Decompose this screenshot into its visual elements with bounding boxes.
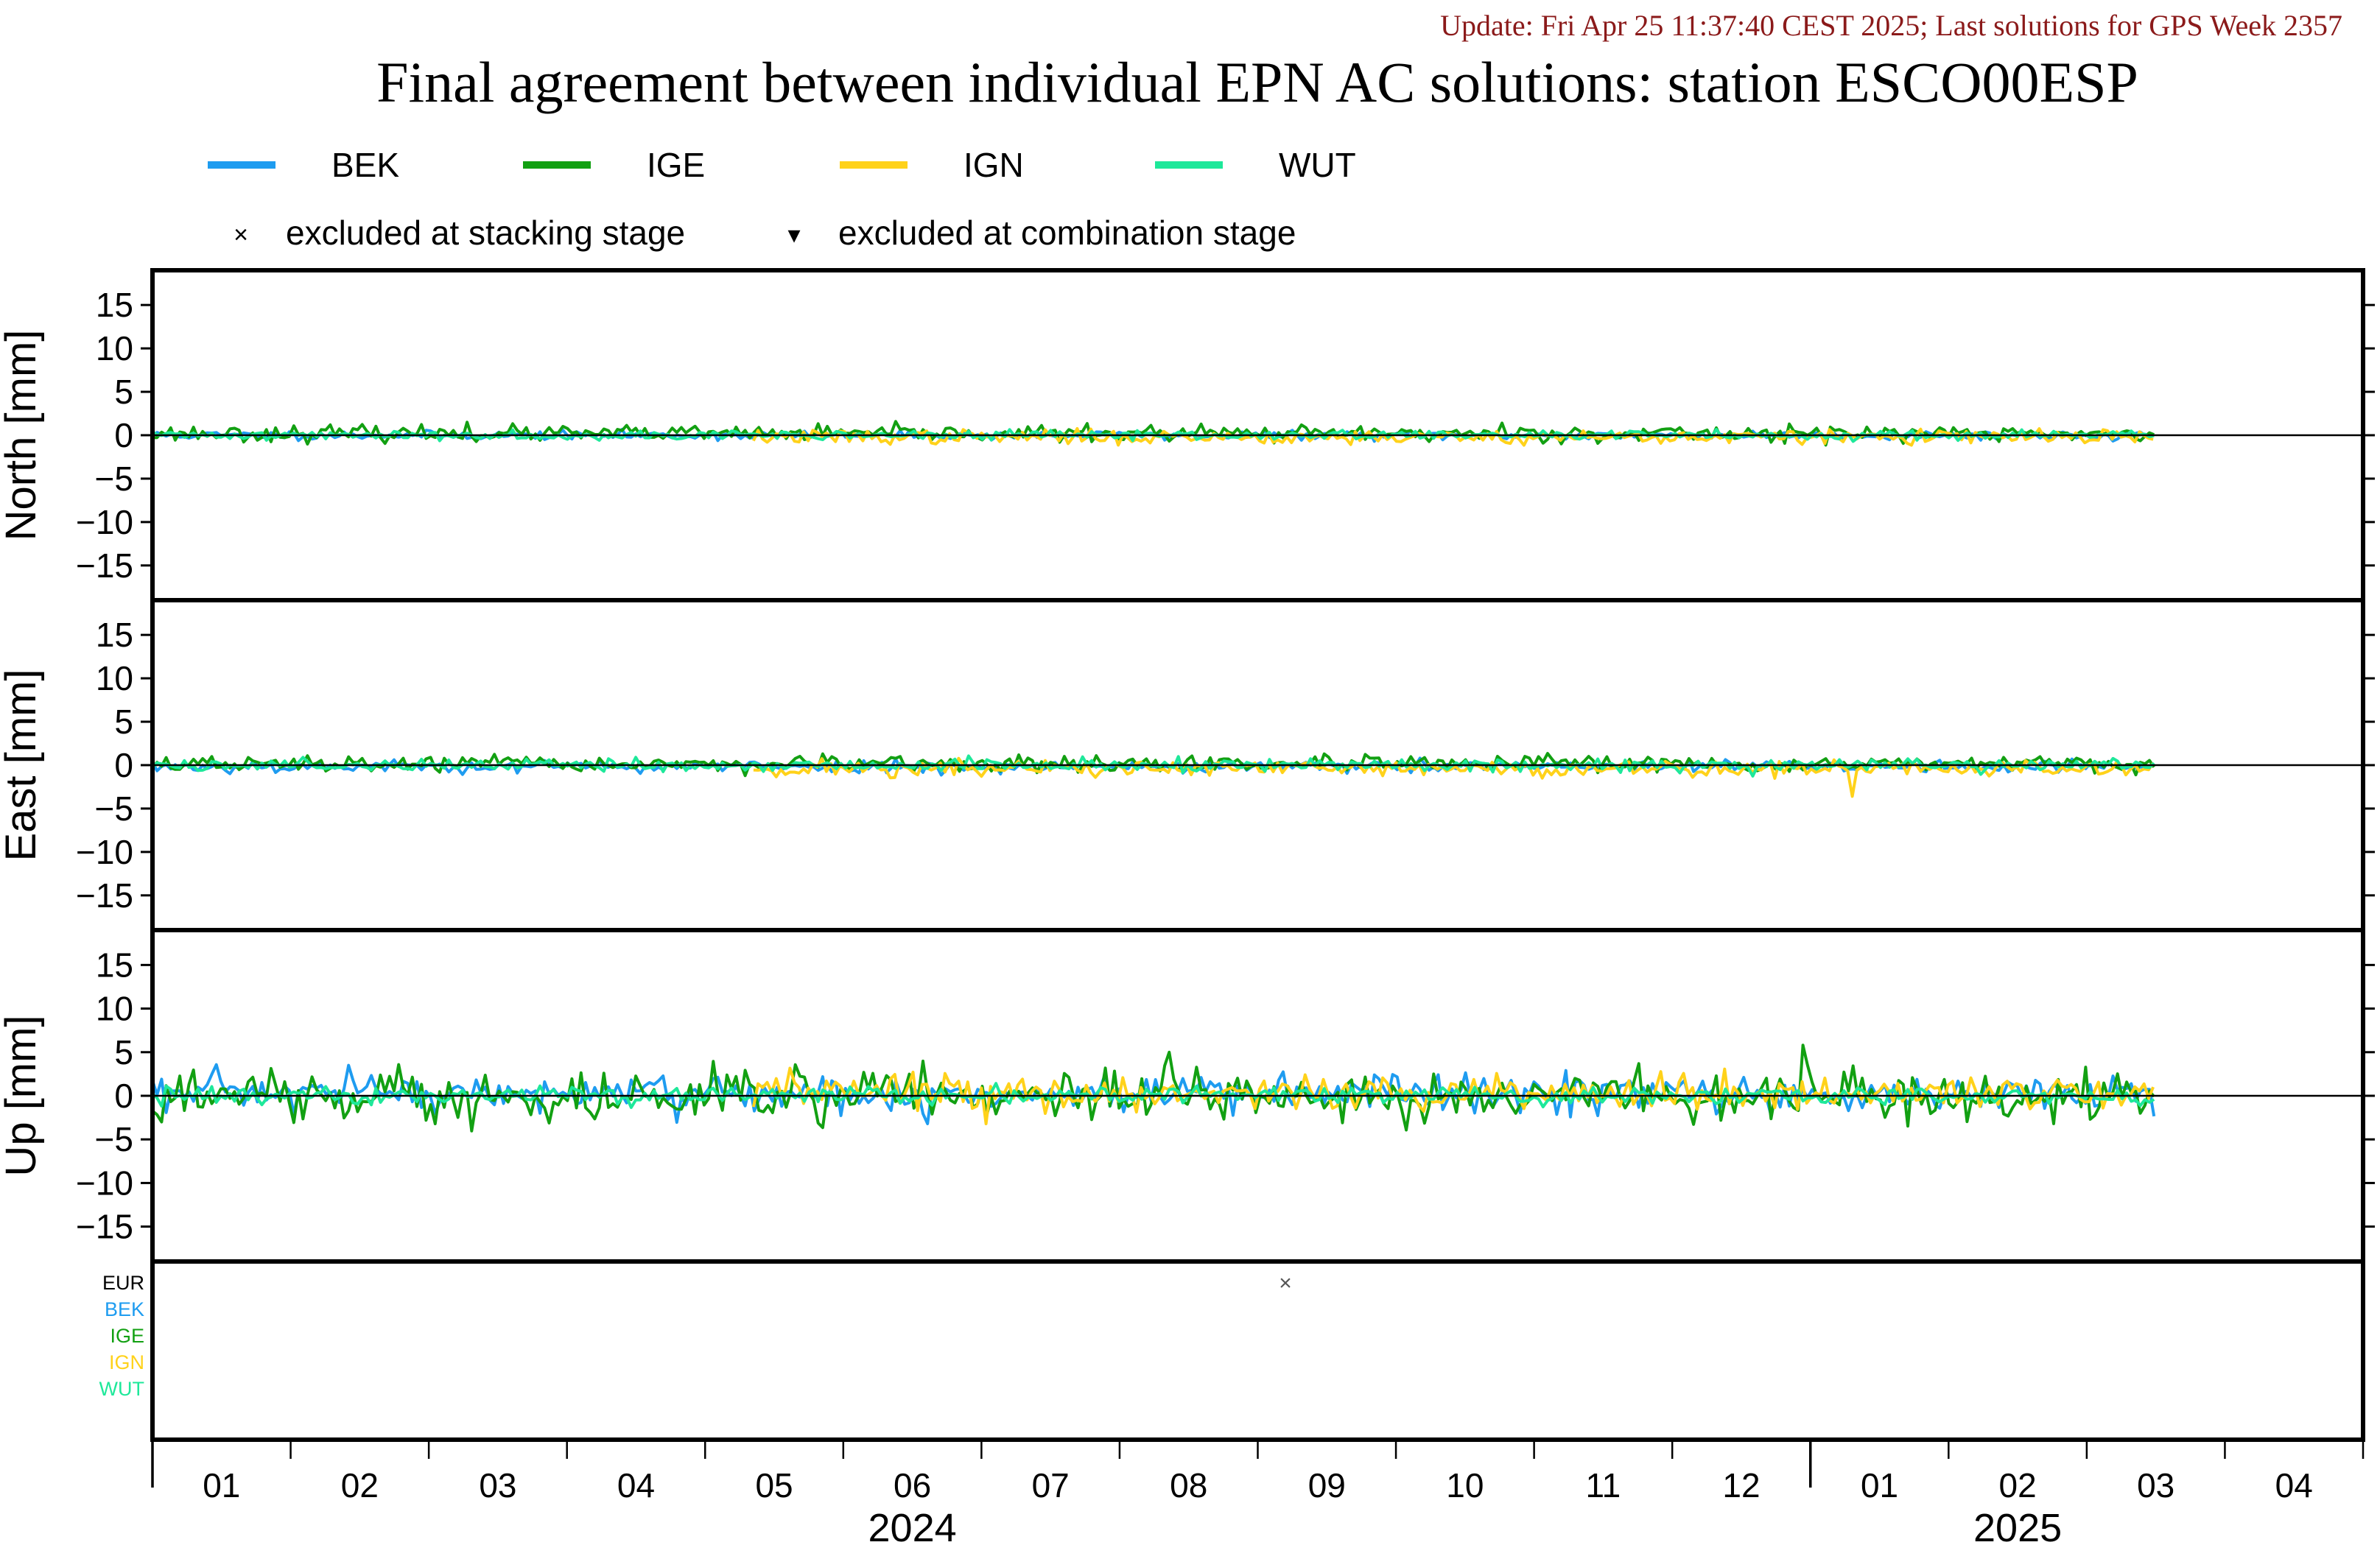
x-month-label: 03: [479, 1466, 516, 1504]
y-axis-label: East [mm]: [0, 669, 45, 861]
x-year-label: 2024: [868, 1506, 957, 1545]
exclusion-row-label-ign: IGN: [109, 1351, 144, 1373]
legend-marker-symbol: ×: [234, 221, 248, 249]
x-month-label: 06: [894, 1466, 931, 1504]
legend-label: WUT: [1279, 146, 1356, 184]
legend-entry-ign: IGN: [840, 146, 1024, 184]
series-line-ige: [151, 752, 2155, 778]
y-axis-label: Up [mm]: [0, 1015, 45, 1176]
y-tick-label: 0: [114, 1077, 133, 1115]
x-month-label: 11: [1586, 1466, 1621, 1504]
series-group: [151, 420, 2155, 447]
panel-east: 15 10 5 0 −5 −10 −15 East [mm]: [0, 598, 2375, 932]
legend-entry-bek: BEK: [208, 146, 399, 184]
y-tick-label: 15: [96, 946, 133, 984]
y-tick-label: 10: [96, 329, 133, 367]
x-month-label: 04: [2275, 1466, 2313, 1504]
y-tick-label: −10: [76, 503, 133, 541]
y-tick-label: 15: [96, 286, 133, 324]
y-tick-label: 0: [114, 416, 133, 454]
legend-marker-label: excluded at stacking stage: [286, 214, 685, 252]
y-tick-label: −5: [95, 1120, 133, 1158]
x-month-label: 02: [341, 1466, 379, 1504]
y-axis-label: North [mm]: [0, 330, 45, 541]
x-axis: 01 02 03 04 05 06 07 08 09 10 11 12 01 02 03 04 2024 2025: [151, 1440, 2365, 1545]
y-tick-label: −15: [76, 1208, 133, 1246]
panel-up: 15 10 5 0 −5 −10 −15 Up [mm]: [0, 928, 2375, 1264]
legend-marker-label: excluded at combination stage: [838, 214, 1296, 252]
chart-title: Final agreement between individual EPN A…: [376, 50, 2138, 114]
y-tick-label: −15: [76, 876, 133, 915]
x-month-label: 05: [755, 1466, 793, 1504]
x-month-label: 01: [203, 1466, 240, 1504]
update-timestamp: Update: Fri Apr 25 11:37:40 CEST 2025; L…: [1440, 9, 2342, 42]
legend-label: IGN: [963, 146, 1024, 184]
legend-entry-ige: IGE: [523, 146, 705, 184]
exclusion-panel: EUR BEK IGE IGN WUT ×: [99, 1259, 2365, 1442]
series-group: [151, 1044, 2156, 1133]
exclusion-mark: ×: [1279, 1271, 1292, 1295]
series-group: [151, 752, 2155, 798]
x-month-label: 08: [1170, 1466, 1207, 1504]
exclusion-row-label-ige: IGE: [110, 1325, 144, 1347]
x-month-label: 12: [1722, 1466, 1760, 1504]
exclusion-row-label-bek: BEK: [105, 1298, 144, 1320]
x-month-label: 02: [1999, 1466, 2037, 1504]
x-month-label: 09: [1308, 1466, 1346, 1504]
x-month-label: 03: [2137, 1466, 2174, 1504]
y-tick-label: 15: [96, 616, 133, 654]
series-line-ign: [751, 1066, 2155, 1125]
plot-panels: 15 10 5 0 −5 −10 −15 North [mm] 15 10 5 0 −5 −10 −15 Ea…: [0, 268, 2375, 1264]
legend-entry-wut: WUT: [1155, 146, 1356, 184]
y-tick-label: 5: [114, 703, 133, 741]
y-tick-label: −5: [95, 460, 133, 498]
y-tick-label: 5: [114, 373, 133, 411]
legend-label: BEK: [331, 146, 399, 184]
exclusion-row-label-eur: EUR: [102, 1272, 144, 1294]
y-tick-label: 10: [96, 659, 133, 697]
x-month-label: 01: [1861, 1466, 1898, 1504]
panel-north: 15 10 5 0 −5 −10 −15 North [mm]: [0, 268, 2375, 602]
x-year-label: 2025: [1973, 1506, 2062, 1545]
series-line-wut: [151, 1082, 2155, 1109]
legend: BEK IGE IGN WUT: [208, 146, 1356, 184]
y-tick-label: −10: [76, 833, 133, 871]
legend-label: IGE: [647, 146, 705, 184]
y-tick-label: 5: [114, 1033, 133, 1071]
exclusion-row-label-wut: WUT: [99, 1378, 144, 1400]
y-tick-label: 0: [114, 746, 133, 784]
x-month-label: 10: [1446, 1466, 1484, 1504]
series-line-ign: [753, 756, 2155, 798]
x-month-label: 04: [617, 1466, 655, 1504]
y-tick-label: −5: [95, 789, 133, 828]
x-month-label: 07: [1032, 1466, 1070, 1504]
y-tick-label: −10: [76, 1164, 133, 1202]
legend-markers: × excluded at stacking stage ▾ excluded at …: [234, 214, 1296, 252]
exclusion-frame: [150, 1259, 2365, 1442]
y-tick-label: −15: [76, 546, 133, 585]
legend-marker-symbol: ▾: [787, 221, 800, 249]
y-tick-label: 10: [96, 990, 133, 1028]
